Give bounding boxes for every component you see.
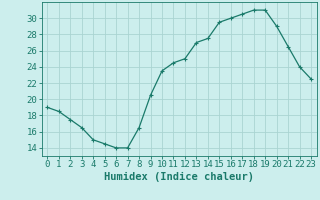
X-axis label: Humidex (Indice chaleur): Humidex (Indice chaleur) [104, 172, 254, 182]
